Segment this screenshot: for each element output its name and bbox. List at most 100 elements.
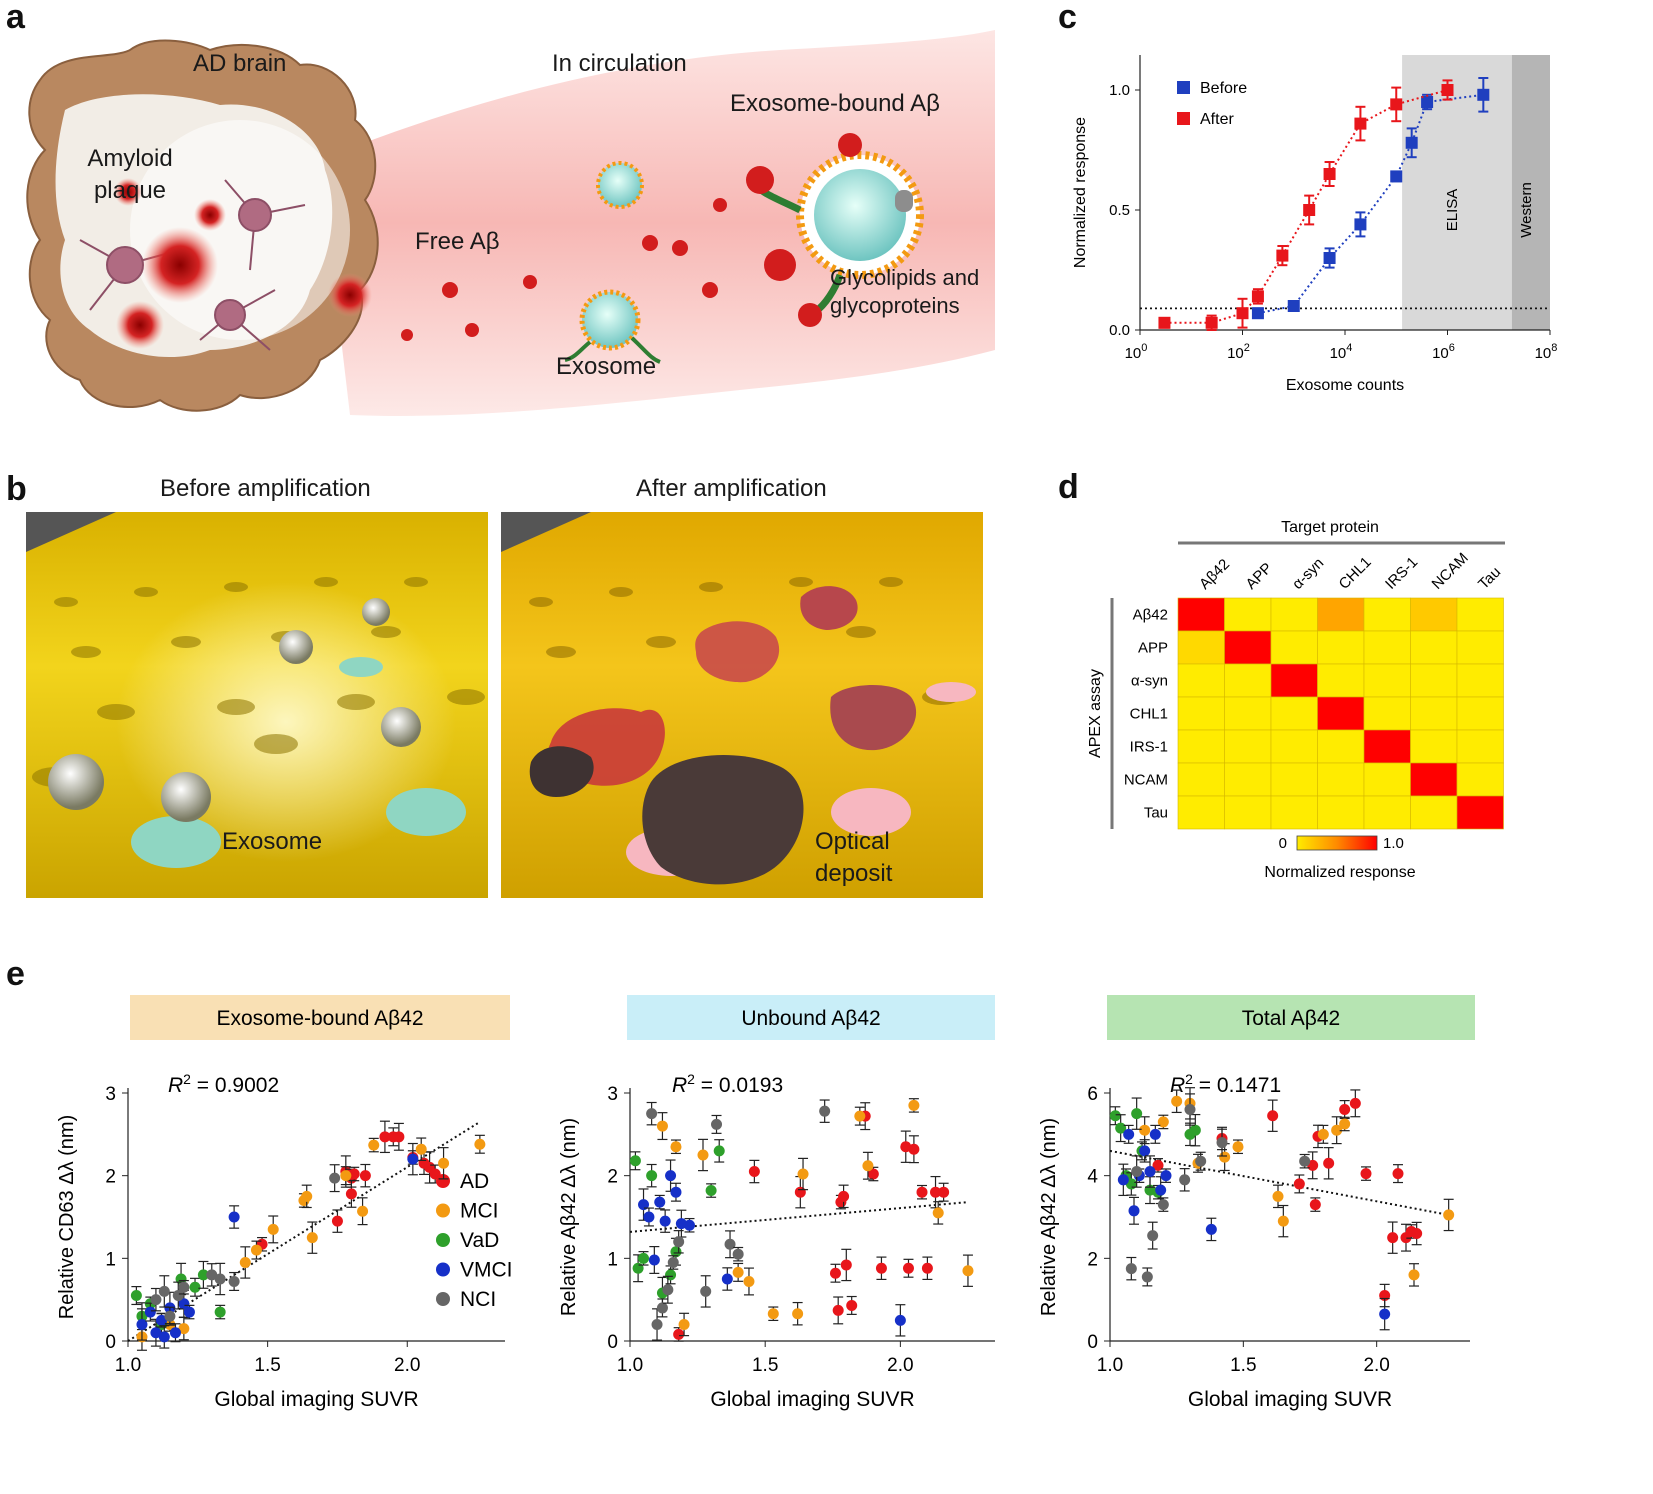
heatmap-cell [1317,762,1365,797]
legend-label-nci: NCI [460,1288,496,1311]
heatmap-cell [1224,729,1272,764]
heatmap-cell [1270,696,1318,731]
data-point-mci [1219,1151,1231,1163]
data-point-ad [1387,1232,1399,1244]
heatmap-cell [1177,795,1225,830]
region-label: ELISA [1444,189,1461,232]
data-point-ad [1267,1110,1279,1122]
x-tick-label: 1.0 [115,1355,141,1376]
data-point-mci [697,1149,709,1161]
y-axis-label: Normalized response [1072,117,1089,268]
x-tick-label: 1.5 [254,1355,280,1376]
data-point-mci [797,1168,809,1180]
legend-marker-vad [436,1233,450,1247]
data-point-mci [1277,1215,1289,1227]
heatmap-cell [1224,597,1272,632]
data-point-mci [1331,1124,1343,1136]
data-point-mci [932,1207,944,1219]
row-label: NCAM [1124,772,1168,789]
data-point-vmci [136,1318,148,1330]
data-point-ad [331,1215,343,1227]
data-point-mci [962,1265,974,1277]
data-point-mci [239,1256,251,1268]
data-point-ad [1339,1104,1351,1116]
data-point-vmci [894,1314,906,1326]
data-point-vad [632,1262,644,1274]
heatmap-cell [1456,597,1504,632]
title-box [627,995,995,1040]
heatmap-cell [1317,696,1365,731]
data-point-vmci [648,1254,660,1266]
data-point-vmci [144,1306,156,1318]
y-tick-label: 0.5 [1109,202,1130,219]
x-tick-label: 104 [1330,342,1353,362]
data-point-ad [916,1186,928,1198]
data-point-ad [1293,1178,1305,1190]
data-point-ad [379,1131,391,1143]
data-point-nci [1147,1230,1159,1242]
data-point-mci [178,1323,190,1335]
y-tick-label: 3 [105,1084,116,1105]
data-point-nci [1184,1104,1196,1116]
data-point-vad [629,1155,641,1167]
heatmap-ylabel: APEX assay [1087,669,1104,758]
heatmap-cell [1363,630,1411,665]
data-point-vad [638,1252,650,1264]
data-point-ad [930,1186,942,1198]
data-point-mci [670,1141,682,1153]
x-tick-label: 2.0 [1363,1355,1389,1376]
heatmap-cell [1224,630,1272,665]
plaque [328,273,372,317]
data-point-mci [1139,1124,1151,1136]
data-point-before [1251,307,1264,320]
data-point-ad [902,1262,914,1274]
data-point-nci [329,1172,341,1184]
column-label: NCAM [1429,550,1472,593]
heatmap-cell [1456,630,1504,665]
x-tick-label: 2.0 [887,1355,913,1376]
data-point-mci [250,1244,262,1256]
legend-marker-ad [436,1174,450,1188]
data-point-mci [357,1205,369,1217]
data-point-after [1158,316,1171,329]
plaque [194,199,226,231]
heatmap-cell [1317,729,1365,764]
data-point-ad [748,1166,760,1178]
data-point-mci [474,1138,486,1150]
data-point-mci [1171,1095,1183,1107]
y-tick-label: 6 [1087,1084,1098,1105]
heatmap-cell [1363,696,1411,731]
x-tick-label: 1.0 [1097,1355,1123,1376]
data-point-nci [651,1318,663,1330]
data-point-nci [228,1275,240,1287]
data-point-vmci [1117,1174,1129,1186]
heatmap-cell [1410,729,1458,764]
x-tick-label: 1.0 [617,1355,643,1376]
exosome-particle [48,754,104,810]
data-point-mci [678,1318,690,1330]
panel-c-label: c [1058,0,1077,36]
legend-marker-vmci [436,1262,450,1277]
heatmap-cell [1177,696,1225,731]
region-label: Western [1518,182,1535,238]
data-point-mci [340,1170,352,1182]
data-point-nci [673,1236,685,1248]
before-amplification-image [26,512,488,898]
legend-marker-nci [436,1292,450,1306]
data-point-vmci [407,1153,419,1165]
data-point-nci [1179,1174,1191,1186]
x-axis-label: Global imaging SUVR [214,1388,418,1411]
data-point-mci [267,1223,279,1235]
data-point-vmci [1144,1166,1156,1178]
data-point-nci [164,1310,176,1322]
y-tick-label: 4 [1087,1167,1098,1188]
data-point-after [1441,84,1454,96]
plot-title: Total Aβ42 [1242,1007,1340,1030]
row-label: CHL1 [1130,706,1168,723]
data-point-vad [705,1185,717,1197]
heatmap-cell [1456,729,1504,764]
data-point-nci [1216,1137,1228,1149]
heatmap-cell [1363,795,1411,830]
legend-label-before: Before [1200,80,1247,97]
data-point-ad [359,1170,371,1182]
